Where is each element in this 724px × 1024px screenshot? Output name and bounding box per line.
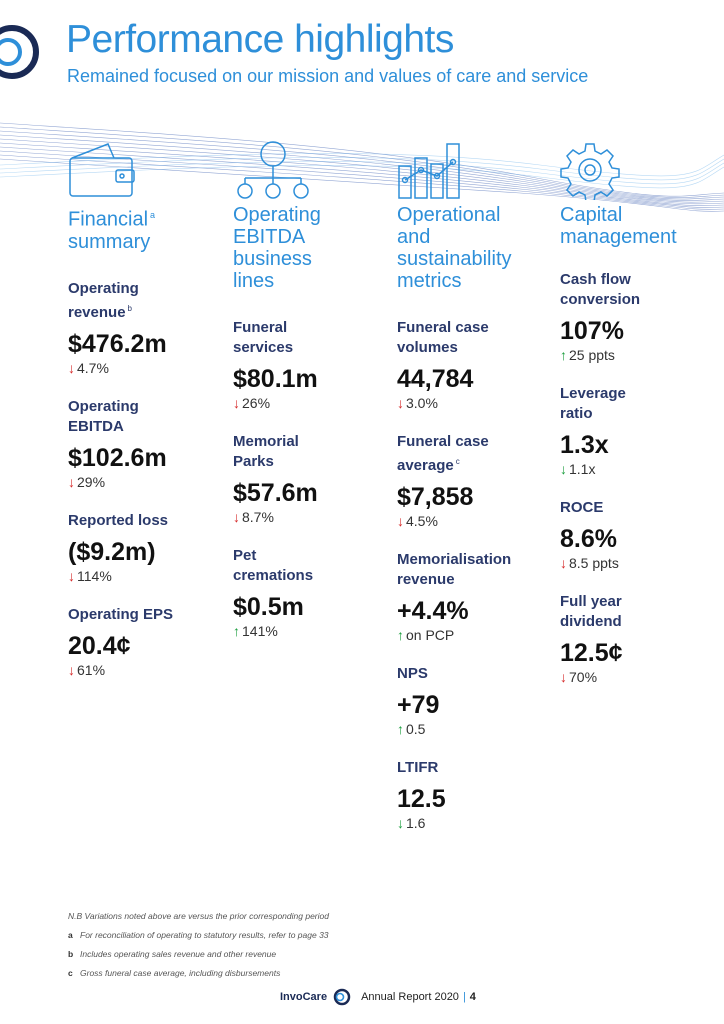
- bar-chart-icon: [397, 140, 557, 200]
- arrow-down-icon: ↓: [68, 567, 75, 584]
- footnote-a: a For reconciliation of operating to stat…: [68, 930, 329, 940]
- metric-ltifr: LTIFR 12.5 ↓ 1.6: [397, 758, 557, 832]
- metric-operating-ebitda: Operating EBITDA $102.6m ↓ 29%: [68, 397, 228, 491]
- metric-value: $57.6m: [233, 479, 318, 507]
- gear-icon: [560, 140, 720, 200]
- arrow-up-icon: ↑: [397, 627, 404, 643]
- metric-funeral-case-average: Funeral case average c $7,858 ↓ 4.5%: [397, 432, 557, 530]
- wallet-icon: [68, 140, 228, 200]
- metric-memorial-parks: Memorial Parks $57.6m ↓ 8.7%: [233, 432, 393, 526]
- metric-leverage-ratio: Leverage ratio 1.3x ↓ 1.1x: [560, 384, 720, 478]
- arrow-down-icon: ↓: [233, 509, 240, 525]
- metric-value: $102.6m: [68, 443, 167, 472]
- page-footer: InvoCare Annual Report 2020 | 4: [280, 988, 476, 1006]
- footnote-c: c Gross funeral case average, including d…: [68, 968, 281, 978]
- footnote-b: b Includes operating sales revenue and ot…: [68, 949, 277, 959]
- metric-value: $7,858: [397, 483, 474, 511]
- operating-ebitda-column: Operating EBITDA business lines Funeral s…: [233, 140, 393, 640]
- footer-separator: |: [462, 991, 466, 1003]
- metric-funeral-services: Funeral services $80.1m ↓ 26%: [233, 318, 393, 412]
- metric-value: +79: [397, 691, 440, 719]
- metric-value: 12.5: [397, 785, 446, 813]
- metric-value: 12.5¢: [560, 639, 623, 667]
- metric-operating-revenue: Operating revenue b $476.2m ↓ 4.7%: [68, 279, 228, 377]
- arrow-down-icon: ↓: [560, 461, 567, 477]
- invocare-logo: [0, 25, 39, 79]
- metric-value: 8.6%: [560, 525, 617, 553]
- arrow-down-icon: ↓: [397, 815, 404, 831]
- metric-nps: NPS +79 ↑ 0.5: [397, 664, 557, 738]
- metric-memorialisation-revenue: Memorialisation revenue +4.4% ↑ on PCP: [397, 550, 557, 644]
- page-number: 4: [469, 991, 476, 1003]
- operational-metrics-column: Operational and sustainability metrics F…: [397, 140, 557, 832]
- metric-roce: ROCE 8.6% ↓ 8.5 ppts: [560, 498, 720, 572]
- arrow-down-icon: ↓: [397, 395, 404, 411]
- arrow-down-icon: ↓: [68, 661, 75, 678]
- metric-pet-cremations: Pet cremations $0.5m ↑ 141%: [233, 546, 393, 640]
- financial-summary-column: Financial a summary Operating revenue b $47…: [68, 140, 228, 679]
- arrow-down-icon: ↓: [560, 555, 567, 571]
- column-title: Operational and sustainability metrics: [397, 204, 512, 292]
- metric-full-year-dividend: Full year dividend 12.5¢ ↓ 70%: [560, 592, 720, 686]
- metric-value: 1.3x: [560, 431, 609, 459]
- footnotes: N.B Variations noted above are versus th…: [68, 907, 329, 983]
- org-chart-icon: [233, 140, 393, 200]
- metric-cash-flow-conversion: Cash flow conversion 107% ↑ 25 ppts: [560, 270, 720, 364]
- metric-value: 20.4¢: [68, 631, 131, 660]
- wave-band-decoration: [0, 122, 724, 212]
- metric-operating-eps: Operating EPS 20.4¢ ↓ 61%: [68, 605, 228, 679]
- arrow-down-icon: ↓: [68, 359, 75, 376]
- column-title: Financial a summary: [68, 208, 156, 253]
- footer-brand: InvoCare: [280, 991, 328, 1003]
- arrow-down-icon: ↓: [233, 395, 240, 411]
- arrow-up-icon: ↑: [233, 623, 240, 639]
- capital-management-column: Capital management Cash flow conversion 1…: [560, 140, 720, 686]
- metric-value: +4.4%: [397, 597, 469, 625]
- metric-value: 44,784: [397, 365, 474, 393]
- metric-value: 107%: [560, 317, 624, 345]
- arrow-down-icon: ↓: [560, 669, 567, 685]
- page-subtitle: Remained focused on our mission and valu…: [67, 66, 589, 86]
- arrow-up-icon: ↑: [397, 721, 404, 737]
- metric-value: $80.1m: [233, 365, 318, 393]
- footnote-intro: N.B Variations noted above are versus th…: [68, 911, 329, 921]
- metric-value: ($9.2m): [68, 537, 156, 566]
- arrow-down-icon: ↓: [397, 513, 404, 529]
- column-title: Capital management: [560, 204, 677, 248]
- metric-value: $476.2m: [68, 329, 167, 358]
- metric-funeral-case-volumes: Funeral case volumes 44,784 ↓ 3.0%: [397, 318, 557, 412]
- metric-reported-loss: Reported loss ($9.2m) ↓ 114%: [68, 511, 228, 585]
- metric-value: $0.5m: [233, 593, 304, 621]
- page-title: Performance highlights: [66, 18, 454, 61]
- column-title: Operating EBITDA business lines: [233, 204, 321, 292]
- footer-logo-icon: [333, 988, 351, 1006]
- footer-report: Annual Report 2020: [361, 991, 459, 1003]
- arrow-up-icon: ↑: [560, 347, 567, 363]
- arrow-down-icon: ↓: [68, 473, 75, 490]
